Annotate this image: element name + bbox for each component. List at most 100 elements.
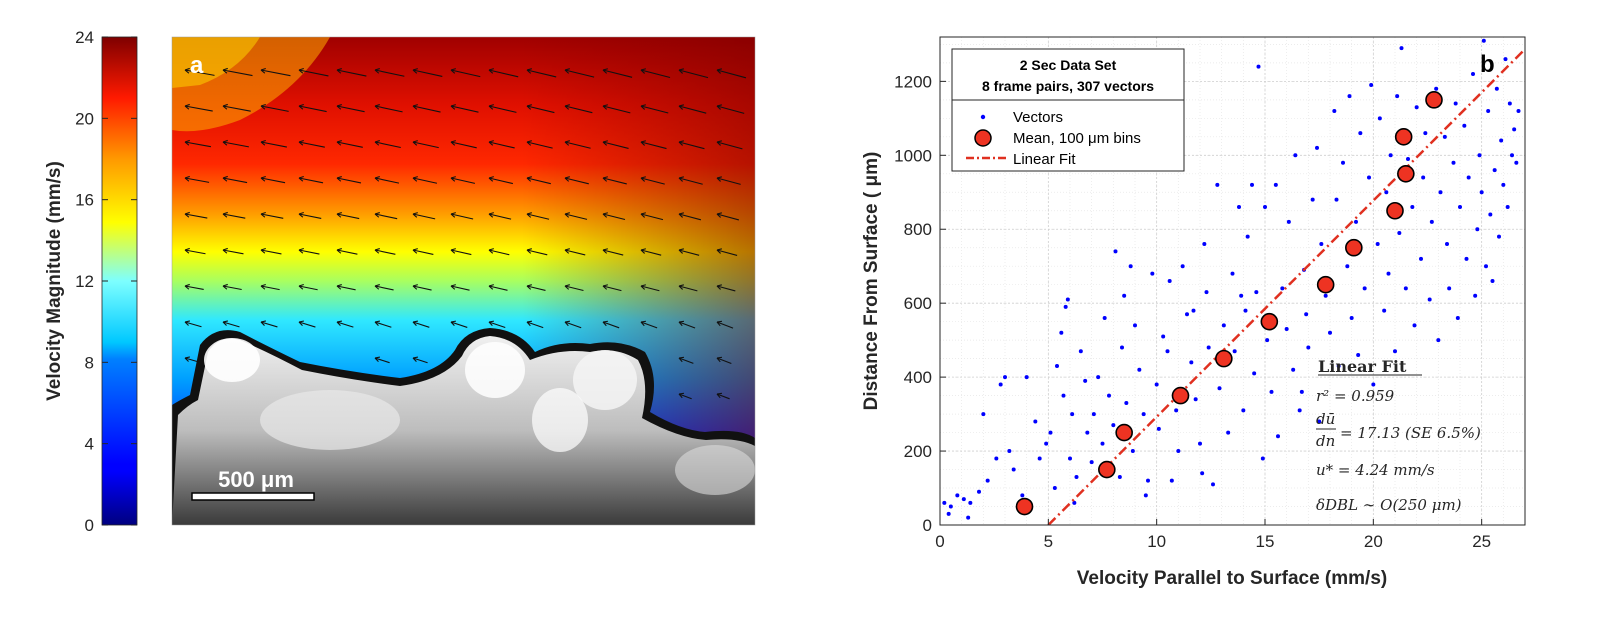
vector-arrow — [640, 285, 660, 292]
vector-arrow — [640, 141, 667, 150]
vector-point — [1388, 153, 1393, 158]
vector-point — [1059, 330, 1064, 335]
fit-slope: = 17.13 (SE 6.5%) — [1340, 424, 1481, 442]
vector-arrow-head — [184, 283, 190, 290]
vector-arrow-head — [222, 175, 228, 182]
velocity-vectors — [184, 67, 747, 400]
vector-point — [1204, 290, 1209, 295]
vector-arrow-head — [564, 68, 570, 74]
vector-arrow — [526, 249, 548, 256]
colorbar-tick-label: 4 — [85, 435, 94, 454]
colorbar-tick-label: 16 — [75, 191, 94, 210]
x-tick-label: 25 — [1472, 532, 1491, 551]
vector-arrow-head — [412, 212, 418, 218]
vector-arrow-head — [298, 247, 304, 254]
vector-arrow — [602, 105, 631, 114]
vector-point — [1226, 430, 1231, 435]
vector-point — [1341, 160, 1345, 165]
vector-arrow — [336, 69, 367, 77]
vector-arrow — [678, 321, 696, 329]
vector-point — [1265, 338, 1270, 343]
vector-point — [1492, 168, 1497, 173]
vector-arrow-head — [678, 140, 684, 146]
vector-point — [1100, 441, 1105, 446]
vector-arrow — [564, 321, 582, 329]
vector-arrow — [374, 69, 405, 77]
vector-arrow-head — [640, 212, 646, 218]
vector-arrow-head — [260, 283, 266, 290]
legend-entry-means: Mean, 100 μm bins — [1013, 130, 1141, 147]
vector-arrow — [716, 357, 732, 364]
legend-title-line1: 2 Sec Data Set — [1020, 57, 1117, 73]
vector-arrow — [716, 321, 734, 329]
vector-arrow-head — [412, 320, 419, 327]
panel-b-label: b — [1480, 51, 1495, 78]
vector-arrow — [488, 249, 510, 256]
vector-point — [994, 456, 999, 461]
vector-arrow-head — [336, 212, 342, 218]
vector-arrow — [184, 249, 206, 255]
vector-arrow-head — [450, 320, 457, 327]
vector-arrow-head — [716, 212, 722, 218]
vector-point — [1117, 474, 1122, 479]
legend-marker-means — [974, 129, 992, 147]
panel-a-label: a — [190, 52, 204, 79]
fit-slope-numerator: dū — [1316, 410, 1335, 428]
vector-point — [1161, 334, 1166, 339]
vector-arrow-head — [716, 104, 722, 110]
vector-arrow-head — [640, 140, 646, 146]
vector-point — [1061, 393, 1066, 398]
vector-point — [1481, 38, 1486, 43]
vector-point — [1429, 219, 1434, 224]
vector-arrow — [640, 105, 669, 114]
vector-arrow-head — [336, 320, 343, 326]
vector-arrow — [716, 213, 740, 221]
vector-point — [1074, 474, 1079, 479]
vector-arrow — [716, 285, 736, 292]
vector-point — [1356, 352, 1361, 357]
vector-arrow — [602, 141, 629, 149]
vector-arrow — [450, 141, 477, 149]
vector-arrow — [678, 105, 707, 114]
vector-point — [1310, 197, 1315, 202]
vector-arrow — [602, 177, 627, 185]
vector-arrow-head — [222, 67, 228, 74]
vector-arrow-head — [412, 284, 418, 290]
vector-arrow-head — [488, 320, 495, 327]
vector-arrow — [602, 321, 620, 329]
vector-arrow-head — [488, 140, 494, 146]
vector-arrow — [564, 177, 589, 185]
vector-point — [1349, 315, 1354, 320]
vector-point — [977, 489, 981, 494]
vector-arrow-head — [260, 211, 266, 218]
vector-arrow — [716, 393, 730, 400]
vector-arrow-head — [678, 68, 684, 74]
vector-arrow-head — [450, 68, 456, 74]
mean-point — [1215, 349, 1233, 368]
vector-arrow-head — [564, 284, 570, 290]
vector-arrow-head — [222, 139, 228, 146]
vector-point — [1399, 46, 1404, 51]
vector-arrow-head — [526, 284, 532, 290]
vector-point — [1185, 312, 1189, 317]
vector-arrow — [184, 357, 200, 363]
vector-arrow-head — [640, 248, 646, 254]
vector-point — [1154, 382, 1159, 387]
fit-slope-denominator: dn — [1316, 432, 1335, 450]
vector-point — [1293, 153, 1298, 158]
vector-arrow — [526, 105, 555, 114]
vector-arrow — [336, 105, 365, 113]
y-tick-label: 0 — [923, 516, 932, 535]
vector-arrow-head — [412, 140, 418, 146]
vector-point — [1007, 449, 1012, 454]
vector-arrow-head — [716, 356, 723, 363]
scale-bar-label: 500 μm — [218, 467, 294, 492]
vector-point — [1445, 242, 1449, 247]
vector-point — [1410, 205, 1415, 210]
vector-point — [1250, 182, 1254, 187]
vector-arrow — [488, 213, 512, 220]
vector-point — [1241, 408, 1246, 413]
vector-arrow-head — [260, 103, 266, 110]
vector-point — [1297, 408, 1302, 413]
vector-arrow — [222, 213, 246, 219]
